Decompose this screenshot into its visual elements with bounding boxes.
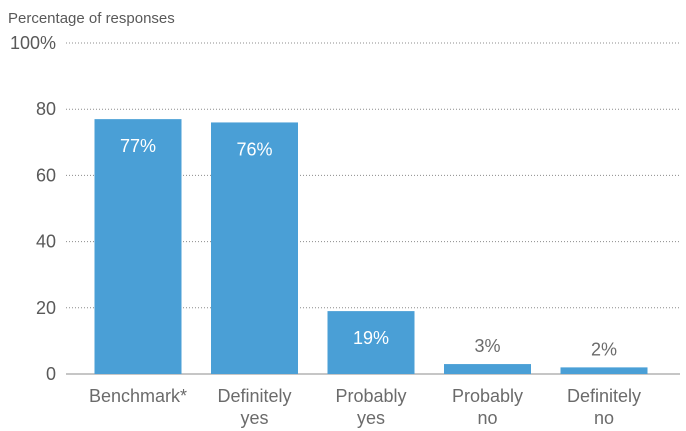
bar — [560, 367, 648, 374]
y-tick-label: 0 — [46, 364, 56, 384]
category-label: Definitely — [567, 386, 641, 406]
bar — [444, 364, 531, 374]
bar-value-label: 3% — [474, 336, 500, 356]
category-label: yes — [240, 408, 268, 428]
y-axis-ticks: 0 20 40 60 80 100% — [10, 33, 56, 384]
bar-labels: 77% 76% 19% 3% 2% — [120, 136, 617, 359]
category-label: Benchmark* — [89, 386, 187, 406]
y-axis-title: Percentage of responses — [8, 10, 175, 27]
bar-value-label: 2% — [591, 339, 617, 359]
bar-value-label: 76% — [236, 139, 272, 159]
bars — [94, 119, 648, 374]
bar — [327, 311, 415, 374]
y-tick-label: 80 — [36, 99, 56, 119]
y-tick-label: 60 — [36, 165, 56, 185]
bar — [94, 119, 182, 374]
category-label: no — [477, 408, 497, 428]
bar-value-label: 77% — [120, 136, 156, 156]
category-label: Probably — [452, 386, 523, 406]
y-tick-label: 100% — [10, 33, 56, 53]
bar-value-label: 19% — [353, 328, 389, 348]
category-label: Definitely — [217, 386, 291, 406]
y-tick-label: 40 — [36, 232, 56, 252]
category-label: Probably — [335, 386, 406, 406]
category-label: no — [594, 408, 614, 428]
y-tick-label: 20 — [36, 298, 56, 318]
x-axis-categories: Benchmark* DefinitelyyesProbablyyesProbab… — [89, 386, 641, 428]
bar — [211, 122, 298, 374]
category-label: yes — [357, 408, 385, 428]
